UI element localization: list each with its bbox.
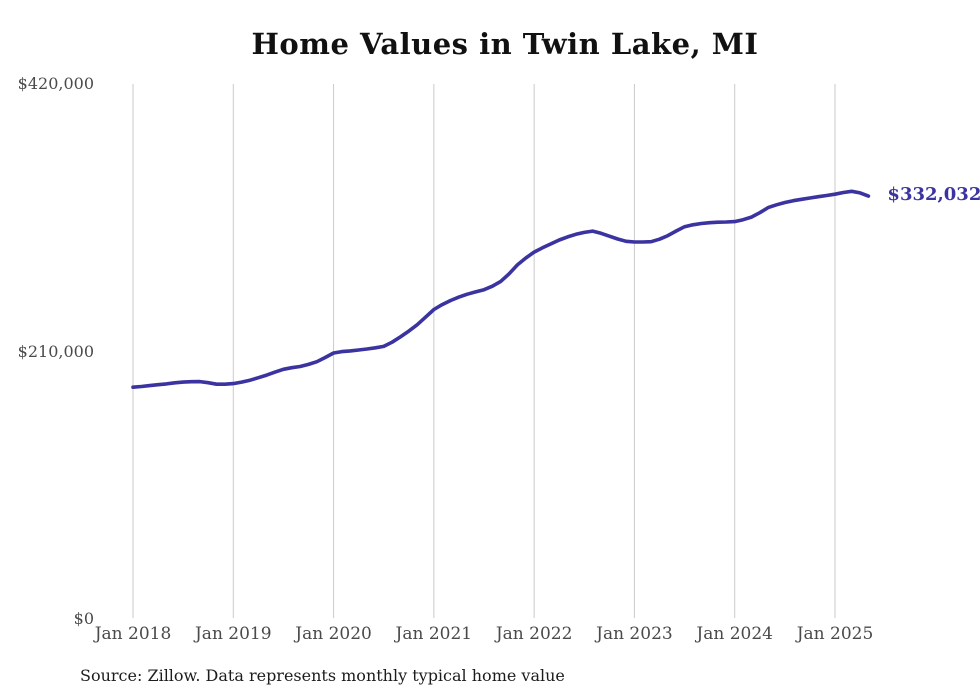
y-axis-tick-label: $210,000 (17, 341, 94, 361)
x-axis-tick-label: Jan 2020 (295, 624, 372, 644)
source-note: Source: Zillow. Data represents monthly … (80, 666, 565, 685)
y-axis-tick-label: $420,000 (17, 74, 94, 93)
x-axis-tick-label: Jan 2022 (495, 624, 573, 644)
x-axis-tick-label: Jan 2019 (194, 624, 272, 644)
x-axis-tick-label: Jan 2024 (696, 624, 773, 644)
chart-title: Home Values in Twin Lake, MI (251, 27, 759, 61)
x-axis-tick-label: Jan 2023 (596, 624, 673, 644)
x-axis-tick-label: Jan 2018 (94, 624, 172, 644)
latest-value-label: $332,032 (887, 184, 980, 206)
x-axis-tick-label: Jan 2025 (796, 624, 874, 644)
x-axis-tick-label: Jan 2021 (395, 624, 473, 644)
home-value-line (131, 189, 871, 390)
y-axis-tick-label: $0 (73, 609, 94, 628)
